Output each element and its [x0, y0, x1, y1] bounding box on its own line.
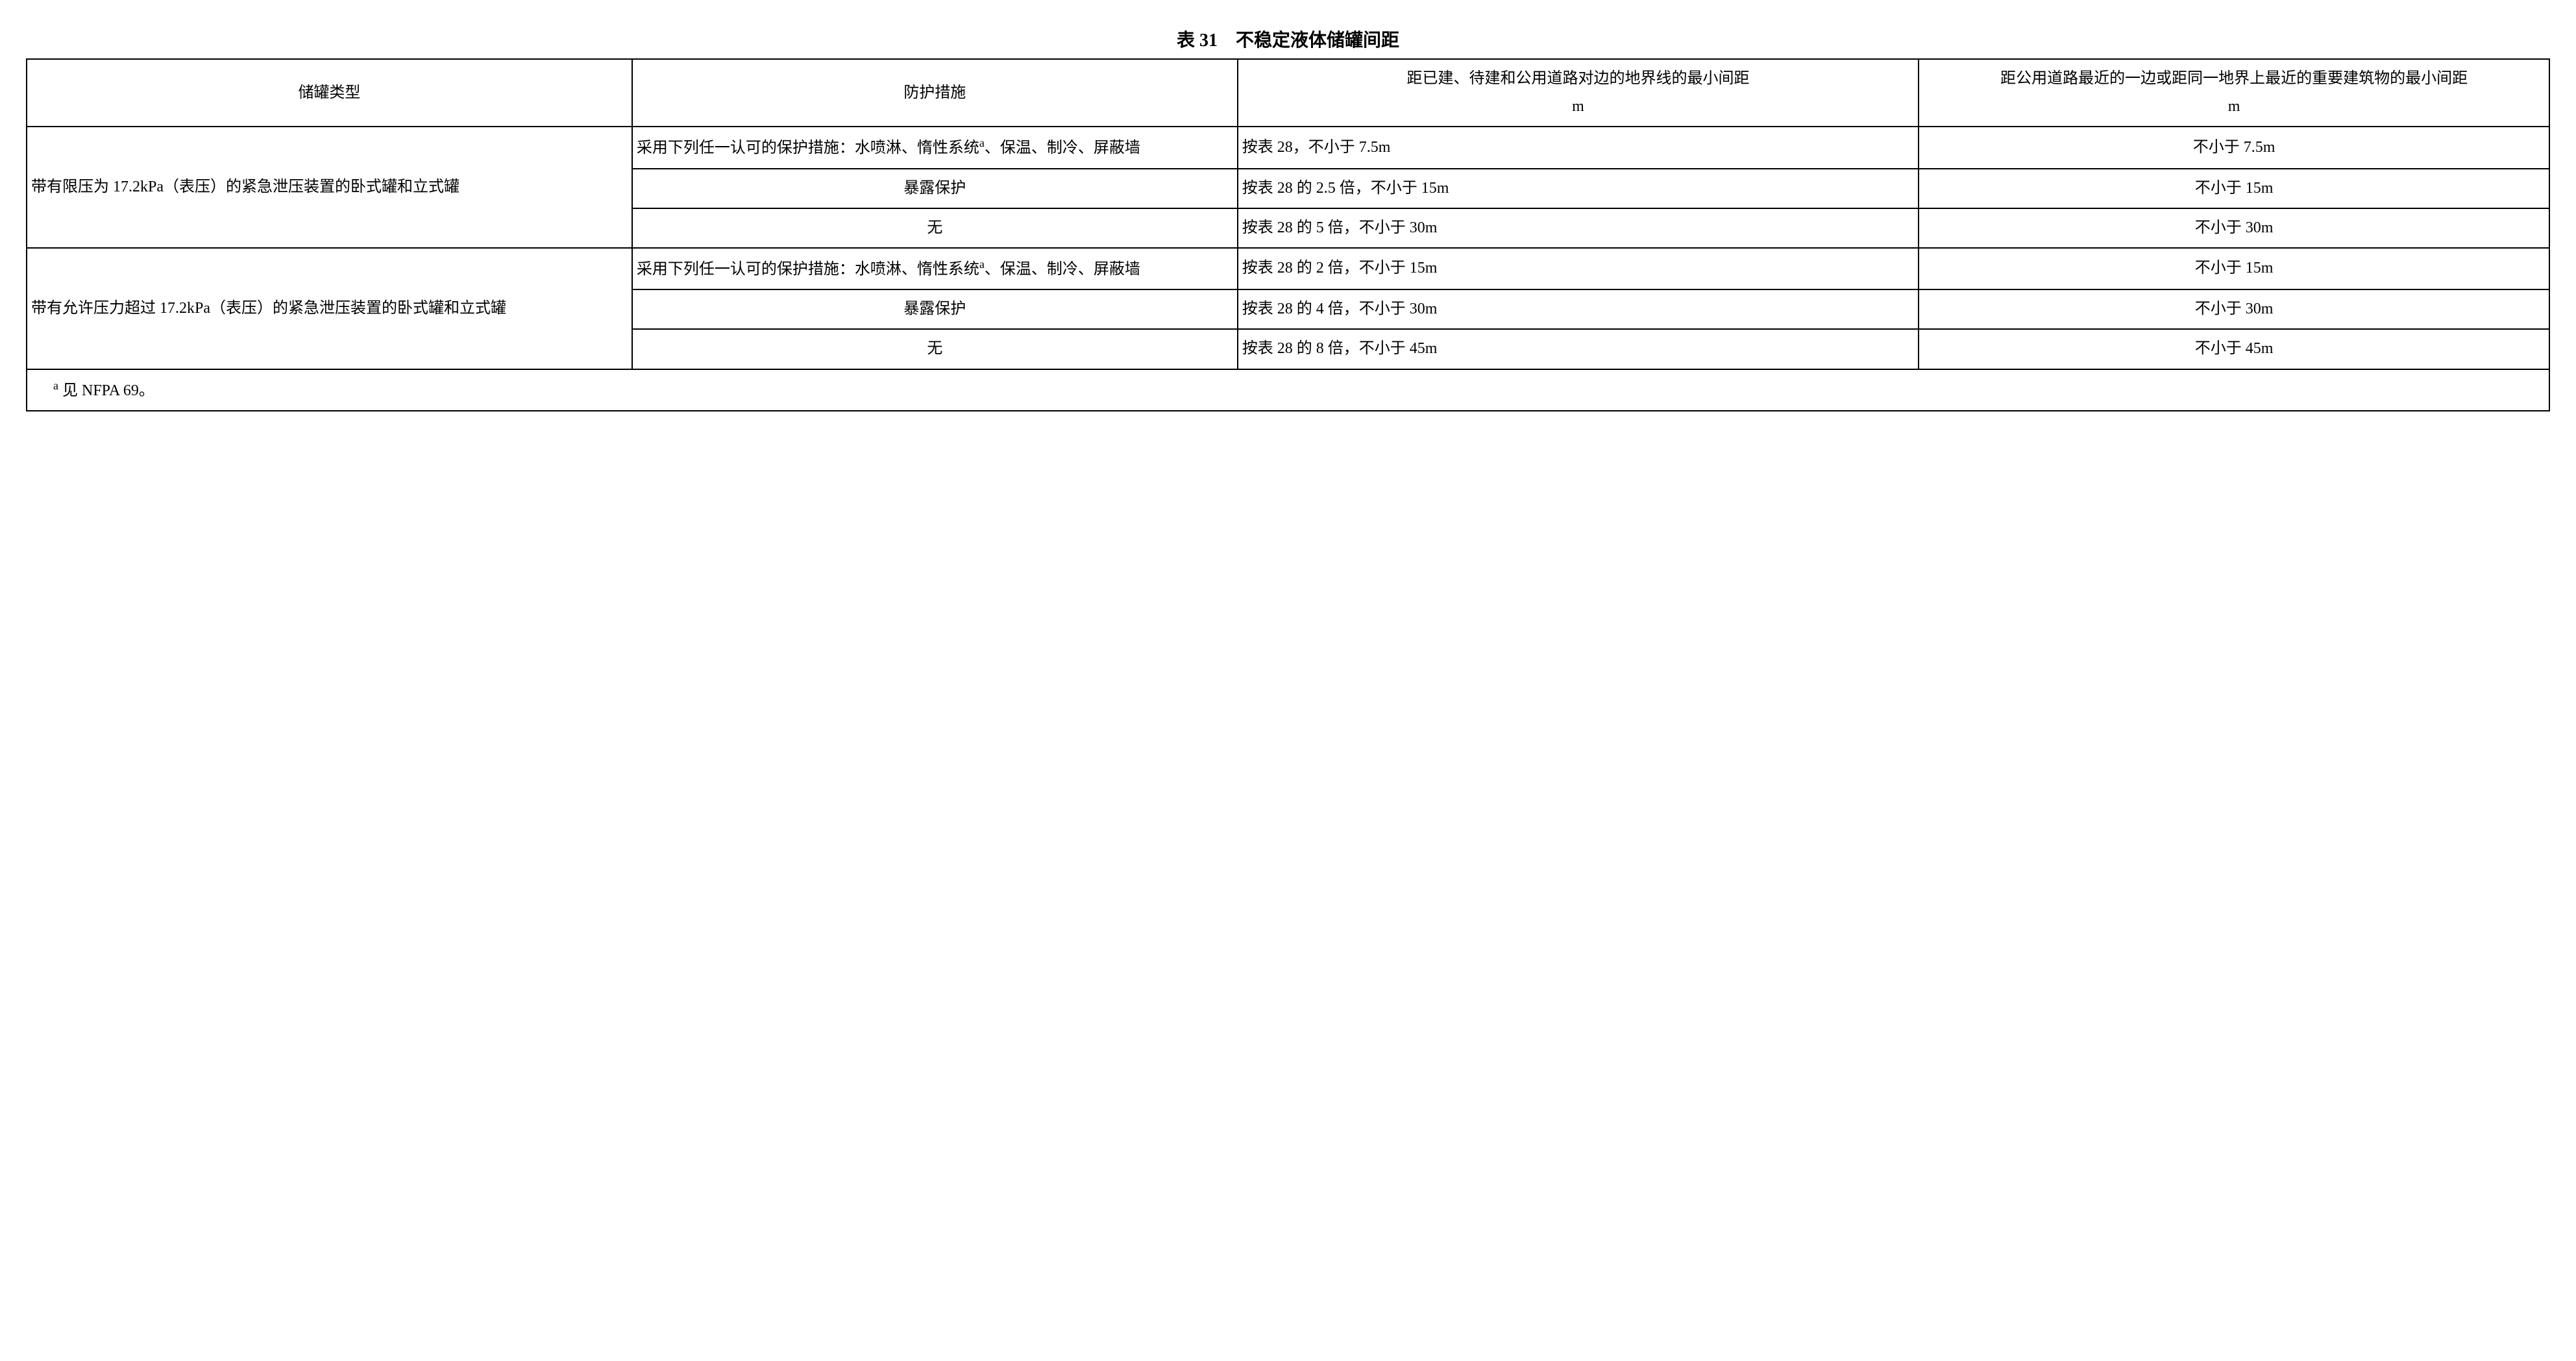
- group1-row2-dist2: 不小于 30m: [1919, 208, 2549, 248]
- header-dist1: 距已建、待建和公用道路对边的地界线的最小间距 m: [1238, 59, 1919, 127]
- group2-row0-dist2: 不小于 15m: [1919, 248, 2549, 289]
- group2-row1-protection: 暴露保护: [632, 289, 1238, 329]
- footnote-text: 见 NFPA 69。: [58, 382, 154, 399]
- group2-tank-type: 带有允许压力超过 17.2kPa（表压）的紧急泄压装置的卧式罐和立式罐: [27, 248, 632, 369]
- group1-row2-protection: 无: [632, 208, 1238, 248]
- group1-row0-dist1: 按表 28，不小于 7.5m: [1238, 127, 1919, 168]
- footnote-cell: a 见 NFPA 69。: [27, 369, 2549, 411]
- table-header-row: 储罐类型 防护措施 距已建、待建和公用道路对边的地界线的最小间距 m 距公用道路…: [27, 59, 2549, 127]
- group1-row1-protection: 暴露保护: [632, 169, 1238, 208]
- group2-row2-protection: 无: [632, 329, 1238, 369]
- table-row: 带有允许压力超过 17.2kPa（表压）的紧急泄压装置的卧式罐和立式罐 采用下列…: [27, 248, 2549, 289]
- group1-row2-dist1: 按表 28 的 5 倍，不小于 30m: [1238, 208, 1919, 248]
- footnote-superscript: a: [53, 379, 58, 392]
- group1-tank-type: 带有限压为 17.2kPa（表压）的紧急泄压装置的卧式罐和立式罐: [27, 127, 632, 248]
- table-footnote-row: a 见 NFPA 69。: [27, 369, 2549, 411]
- group1-row1-dist2: 不小于 15m: [1919, 169, 2549, 208]
- group2-row0-protection: 采用下列任一认可的保护措施：水喷淋、惰性系统a、保温、制冷、屏蔽墙: [632, 248, 1238, 289]
- table-title: 表 31 不稳定液体储罐间距: [26, 26, 2550, 52]
- group2-row2-dist2: 不小于 45m: [1919, 329, 2549, 369]
- header-dist1-text: 距已建、待建和公用道路对边的地界线的最小间距: [1406, 70, 1749, 87]
- protection-text-pre: 采用下列任一认可的保护措施：水喷淋、惰性系统: [637, 261, 979, 278]
- header-protection: 防护措施: [632, 59, 1238, 127]
- group1-row1-dist1: 按表 28 的 2.5 倍，不小于 15m: [1238, 169, 1919, 208]
- protection-superscript: a: [979, 136, 985, 149]
- protection-text-post: 、保温、制冷、屏蔽墙: [985, 261, 1140, 278]
- table-row: 带有限压为 17.2kPa（表压）的紧急泄压装置的卧式罐和立式罐 采用下列任一认…: [27, 127, 2549, 168]
- group2-row1-dist1: 按表 28 的 4 倍，不小于 30m: [1238, 289, 1919, 329]
- group2-row1-dist2: 不小于 30m: [1919, 289, 2549, 329]
- header-dist2: 距公用道路最近的一边或距同一地界上最近的重要建筑物的最小间距 m: [1919, 59, 2549, 127]
- protection-text-post: 、保温、制冷、屏蔽墙: [985, 140, 1140, 156]
- group2-row0-dist1: 按表 28 的 2 倍，不小于 15m: [1238, 248, 1919, 289]
- header-dist1-unit: m: [1572, 98, 1584, 115]
- header-tank-type: 储罐类型: [27, 59, 632, 127]
- tank-spacing-table: 储罐类型 防护措施 距已建、待建和公用道路对边的地界线的最小间距 m 距公用道路…: [26, 58, 2550, 411]
- group2-row2-dist1: 按表 28 的 8 倍，不小于 45m: [1238, 329, 1919, 369]
- group1-row0-dist2: 不小于 7.5m: [1919, 127, 2549, 168]
- protection-superscript: a: [979, 258, 985, 271]
- group1-row0-protection: 采用下列任一认可的保护措施：水喷淋、惰性系统a、保温、制冷、屏蔽墙: [632, 127, 1238, 168]
- header-dist2-unit: m: [2228, 98, 2240, 115]
- header-dist2-text: 距公用道路最近的一边或距同一地界上最近的重要建筑物的最小间距: [2000, 70, 2468, 87]
- protection-text-pre: 采用下列任一认可的保护措施：水喷淋、惰性系统: [637, 140, 979, 156]
